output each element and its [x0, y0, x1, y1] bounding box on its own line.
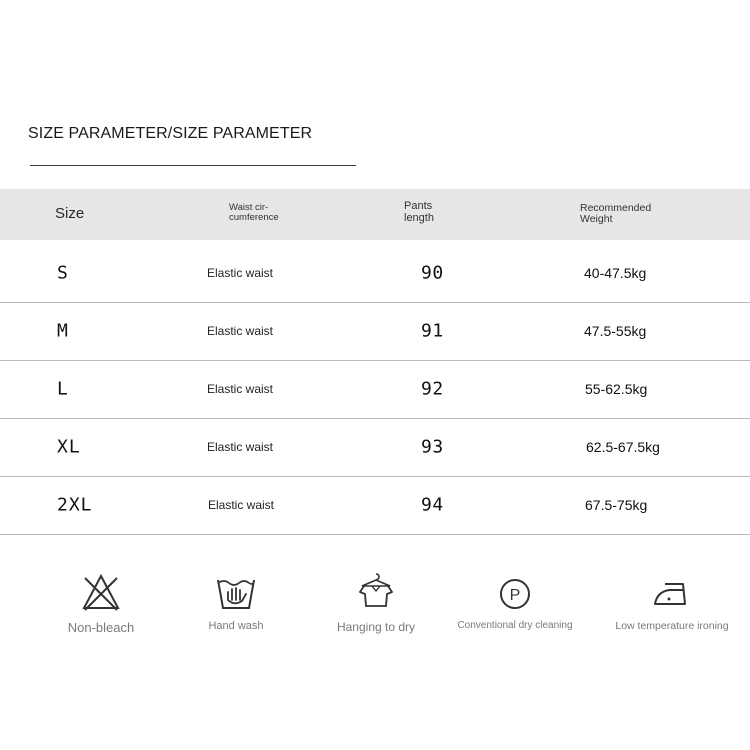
page-title: SIZE PARAMETER/SIZE PARAMETER — [28, 125, 313, 142]
waist-cell: Elastic waist — [207, 324, 274, 338]
care-label: Non-bleach — [67, 620, 135, 635]
title-underline — [30, 165, 356, 166]
waist-cell: Elastic waist — [207, 440, 274, 454]
table-row: S Elastic waist 90 40-47.5kg — [0, 244, 750, 303]
waist-cell: Elastic waist — [207, 266, 274, 280]
weight-cell: 47.5-55kg — [584, 323, 647, 339]
care-item-dry-clean: P Conventional dry cleaning — [440, 570, 590, 631]
size-cell: L — [57, 378, 69, 400]
table-header: Size Waist cir- cumference Pants length … — [0, 189, 750, 240]
header-weight-line1: Recommended — [580, 202, 652, 214]
length-cell: 91 — [421, 320, 444, 342]
weight-cell: 62.5-67.5kg — [586, 439, 660, 455]
weight-cell: 67.5-75kg — [585, 497, 648, 513]
table-row: M Elastic waist 91 47.5-55kg — [0, 302, 750, 361]
table-row: 2XL Elastic waist 94 67.5-75kg — [0, 476, 750, 535]
care-item-hand-wash: Hand wash — [161, 570, 311, 632]
no-bleach-icon — [82, 573, 120, 611]
hand-wash-icon — [217, 579, 255, 609]
svg-text:P: P — [510, 587, 521, 604]
header-waist-line1: Waist cir- — [229, 202, 269, 213]
care-item-hanging-dry: Hanging to dry — [301, 570, 451, 634]
header-weight-line2: Weight — [580, 213, 613, 226]
size-cell: 2XL — [57, 494, 93, 516]
size-cell: XL — [57, 436, 81, 458]
header-waist-line2: cumference — [229, 211, 279, 223]
waist-cell: Elastic waist — [208, 498, 275, 512]
hanging-dry-icon — [359, 573, 393, 607]
weight-cell: 55-62.5kg — [585, 381, 648, 397]
header-waist: Waist cir- cumference — [229, 203, 309, 223]
care-label: Hand wash — [208, 620, 264, 632]
weight-cell: 40-47.5kg — [584, 265, 647, 281]
header-length: Pants length — [404, 200, 464, 224]
care-label: Low temperature ironing — [615, 620, 729, 632]
table-row: L Elastic waist 92 55-62.5kg — [0, 360, 750, 419]
header-size: Size — [55, 205, 85, 222]
care-item-low-temp-iron: Low temperature ironing — [597, 570, 747, 632]
care-item-non-bleach: Non-bleach — [26, 570, 176, 635]
dry-clean-p-icon: P — [500, 579, 530, 609]
header-length-line2: length — [404, 211, 434, 224]
waist-cell: Elastic waist — [207, 382, 274, 396]
length-cell: 92 — [421, 378, 444, 400]
length-cell: 94 — [421, 494, 444, 516]
size-cell: S — [57, 262, 69, 284]
care-label: Hanging to dry — [336, 620, 416, 634]
size-cell: M — [57, 320, 69, 342]
header-weight: Recommended Weight — [580, 202, 670, 226]
length-cell: 90 — [421, 262, 444, 284]
table-row: XL Elastic waist 93 62.5-67.5kg — [0, 418, 750, 477]
header-length-line1: Pants — [404, 200, 433, 212]
length-cell: 93 — [421, 436, 444, 458]
care-label: Conventional dry cleaning — [457, 620, 573, 631]
low-temp-iron-icon — [654, 583, 686, 605]
